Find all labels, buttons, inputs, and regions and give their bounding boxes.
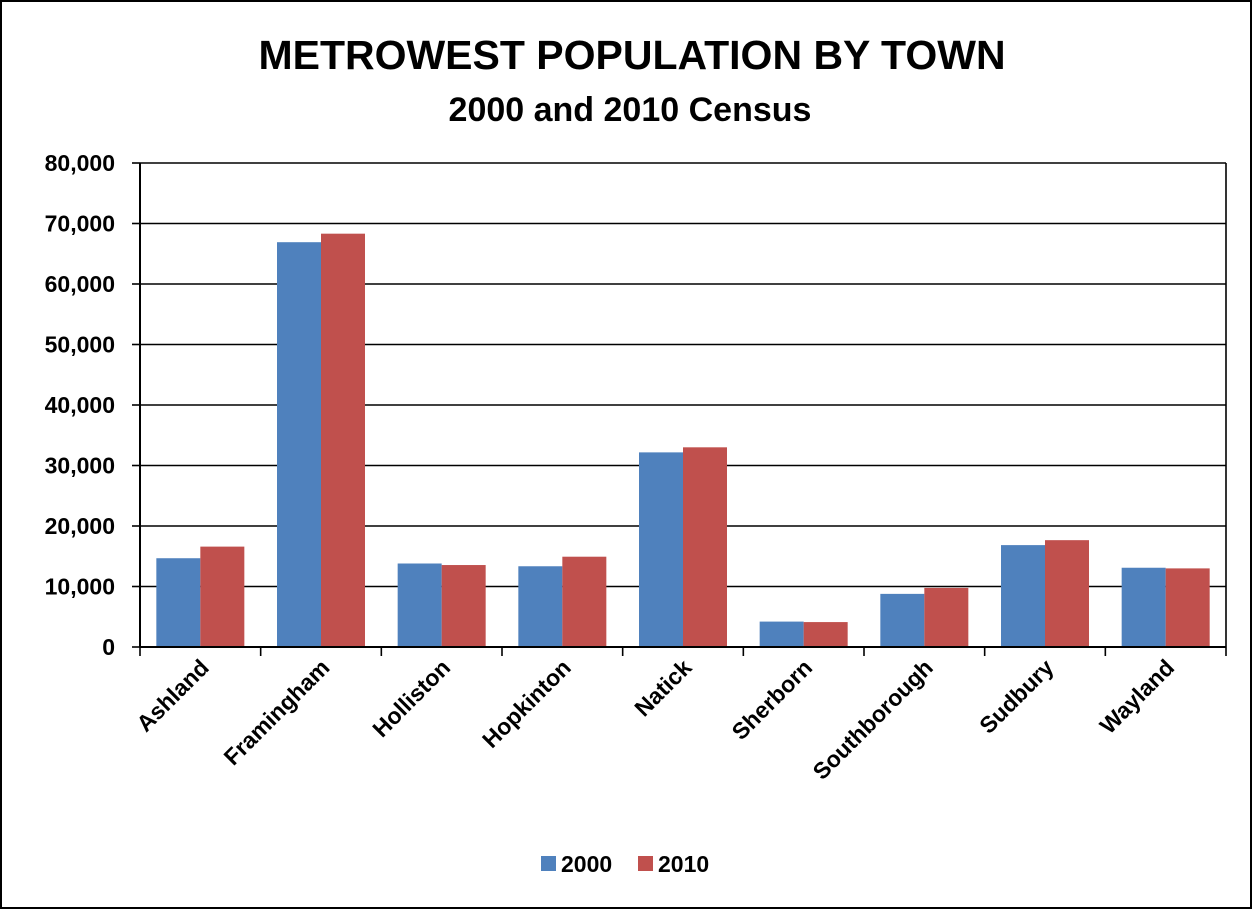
bar-2000-holliston xyxy=(397,563,442,647)
legend-swatch-2000 xyxy=(541,856,556,871)
legend-swatch-2010 xyxy=(638,856,653,871)
chart-subtitle: 2000 and 2010 Census xyxy=(449,91,812,129)
legend-label-2000: 2000 xyxy=(561,851,612,877)
bar-2000-natick xyxy=(639,452,683,647)
legend-label-2010: 2010 xyxy=(658,851,709,877)
y-tick-label: 70,000 xyxy=(45,211,115,237)
bar-2000-hopkinton xyxy=(518,566,563,647)
chart-title: METROWEST POPULATION BY TOWN xyxy=(258,32,1005,78)
y-tick-label: 30,000 xyxy=(45,453,115,479)
bars xyxy=(156,233,1210,648)
bar-2010-wayland xyxy=(1165,568,1210,647)
axes xyxy=(132,162,1227,656)
bar-2010-framingham xyxy=(321,233,365,648)
bar-2010-sherborn xyxy=(803,622,848,647)
y-tick-label: 10,000 xyxy=(45,574,115,600)
y-tick-label: 40,000 xyxy=(45,392,115,418)
bar-2000-wayland xyxy=(1121,567,1166,647)
bar-2010-sudbury xyxy=(1045,540,1089,647)
y-tick-label: 0 xyxy=(102,634,115,660)
y-tick-labels: 0 10,000 20,000 30,000 40,000 50,000 60,000 70,… xyxy=(45,150,115,660)
bar-2000-sherborn xyxy=(759,621,804,647)
bar-2010-ashland xyxy=(200,546,245,647)
bar-2000-sudbury xyxy=(1001,545,1045,647)
bar-2000-ashland xyxy=(156,558,201,647)
bar-2010-southborough xyxy=(924,587,969,647)
y-tick-label: 60,000 xyxy=(45,271,115,297)
bar-2010-holliston xyxy=(441,565,486,647)
y-tick-label: 20,000 xyxy=(45,513,115,539)
y-tick-label: 80,000 xyxy=(45,150,115,176)
bar-2010-natick xyxy=(683,447,727,647)
bar-2000-framingham xyxy=(277,242,321,647)
bar-2000-southborough xyxy=(880,593,925,647)
bar-2010-hopkinton xyxy=(562,556,607,647)
y-tick-label: 50,000 xyxy=(45,332,115,358)
legend: 2000 2010 xyxy=(541,851,709,877)
